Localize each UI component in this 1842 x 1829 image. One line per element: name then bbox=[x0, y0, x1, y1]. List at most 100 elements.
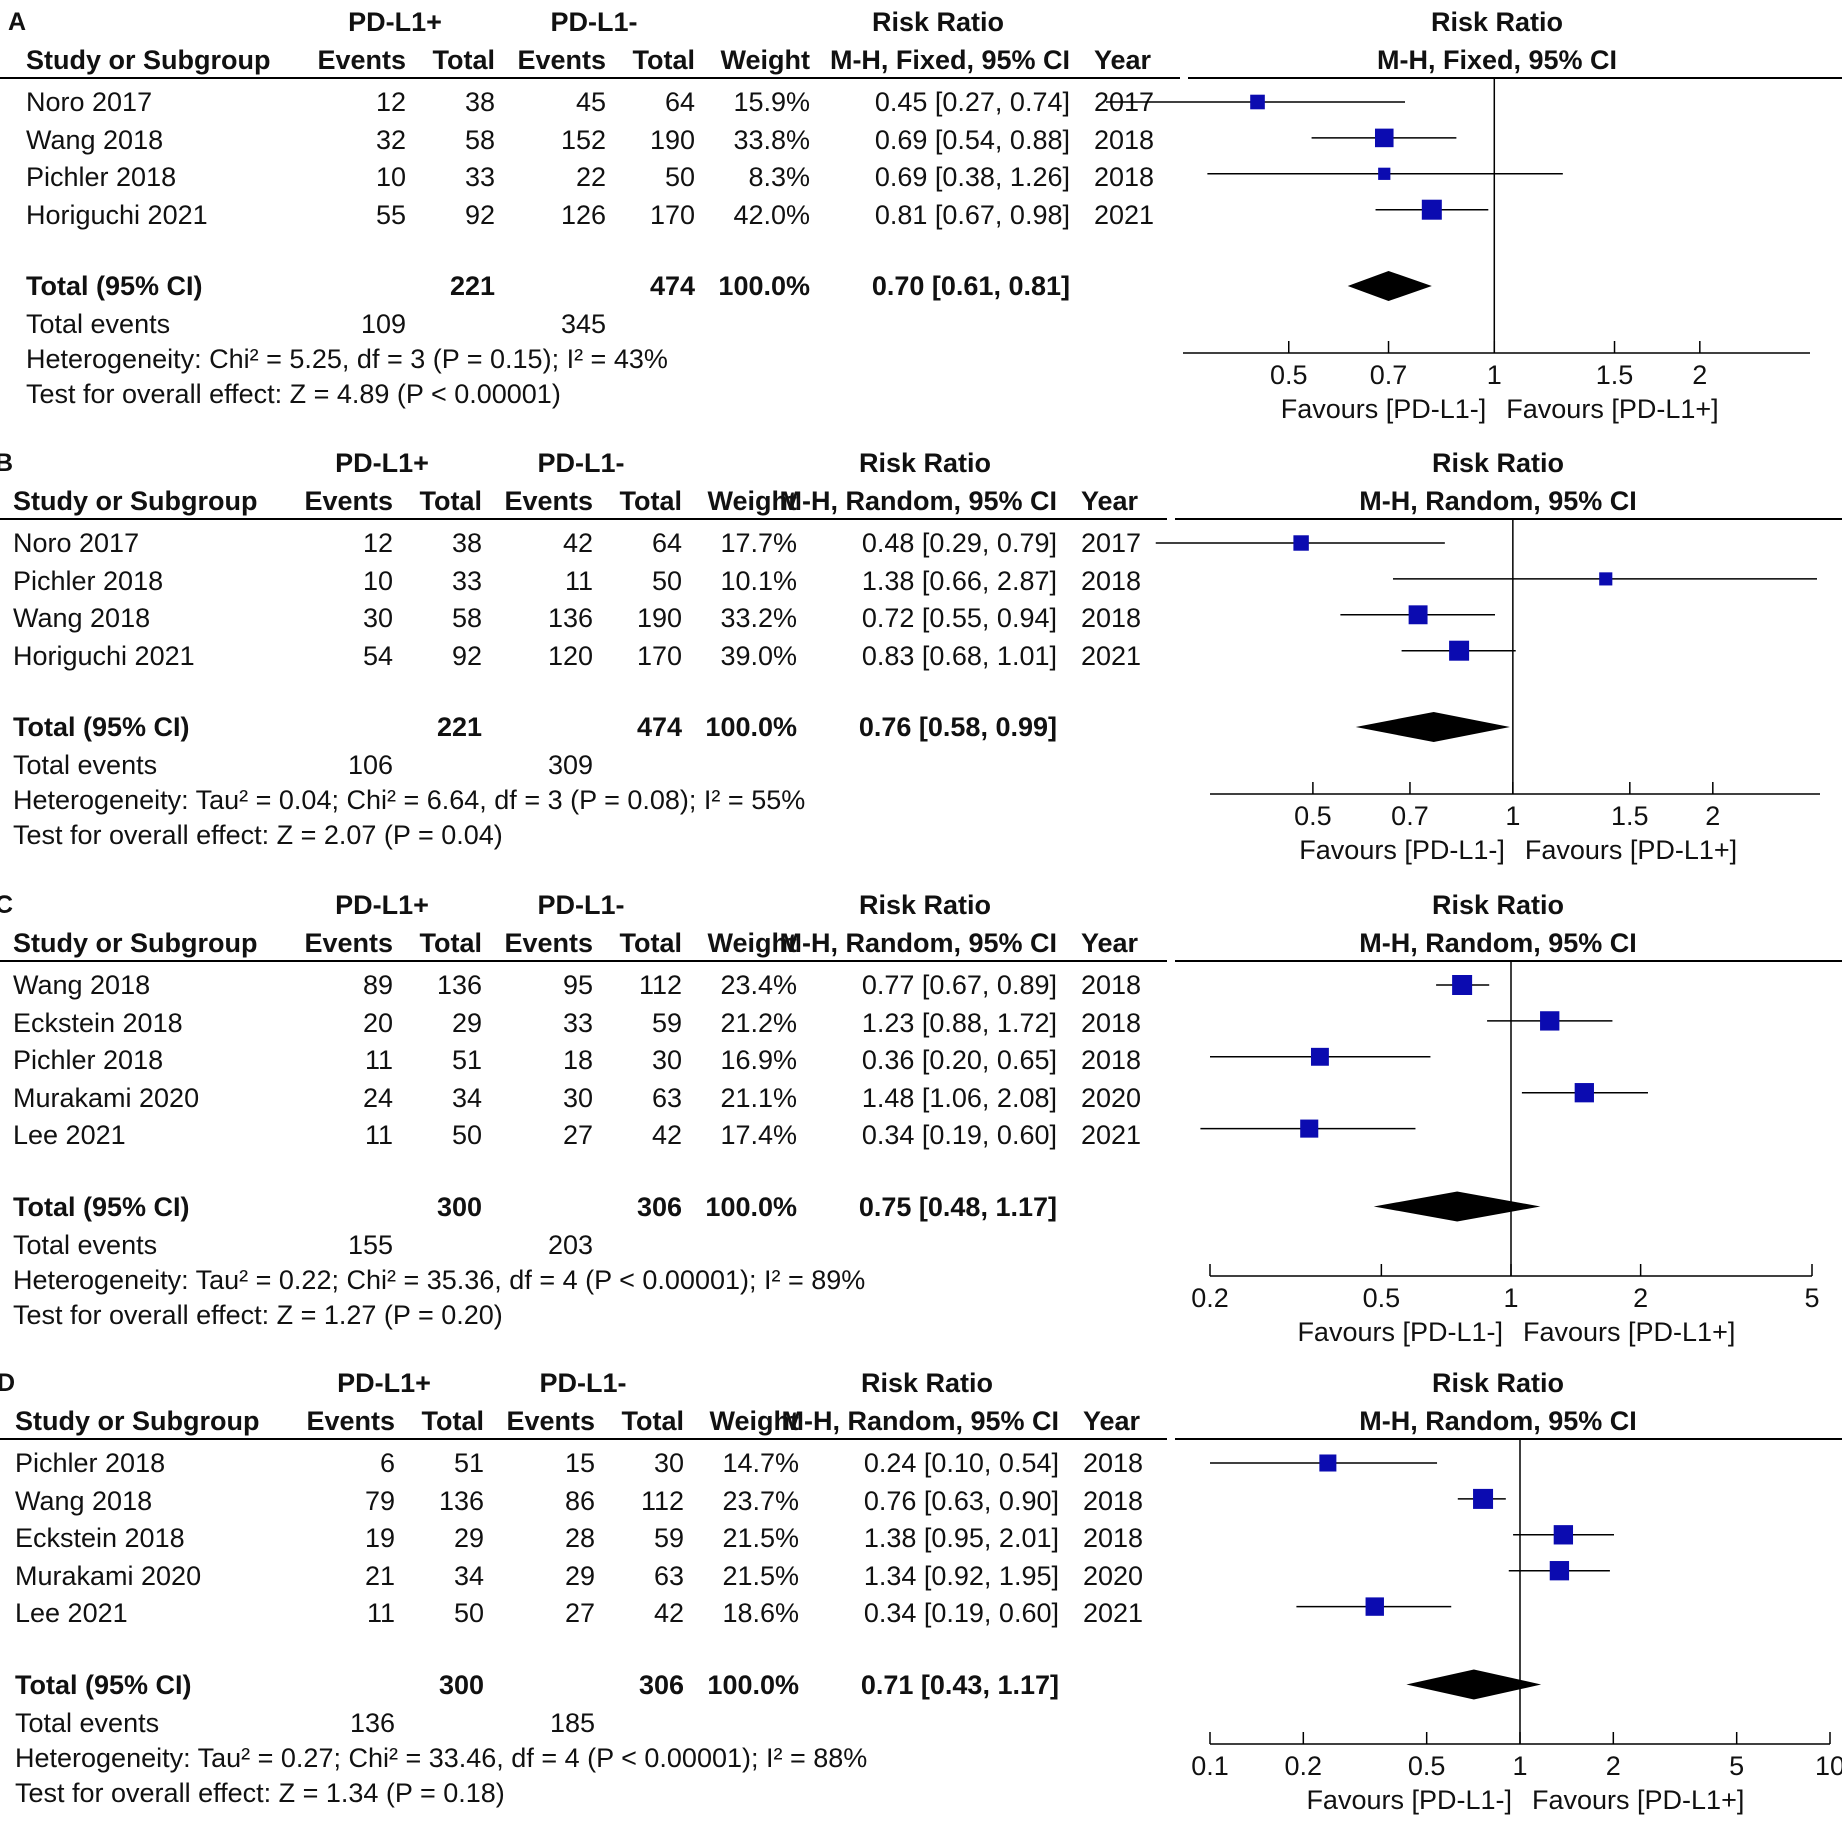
study-weight: 17.4% bbox=[720, 1120, 797, 1150]
study-point bbox=[1540, 1011, 1560, 1031]
study-weight: 10.1% bbox=[720, 565, 797, 596]
total-events-label: Total events bbox=[13, 750, 158, 780]
study-weight: 39.0% bbox=[720, 640, 797, 671]
x-tick-label: 0.5 bbox=[1294, 801, 1332, 831]
header-total-neg: Total bbox=[621, 1406, 685, 1436]
header-events-neg: Events bbox=[504, 486, 593, 516]
total-neg: 63 bbox=[651, 1082, 682, 1113]
total-events-pos: 109 bbox=[360, 309, 406, 339]
study-year: 2017 bbox=[1081, 528, 1142, 558]
study-weight: 42.0% bbox=[733, 199, 810, 230]
forest-panel-d: D PD-L1+ PD-L1- Risk Ratio Risk Ratio Study o… bbox=[0, 1361, 1842, 1829]
total-neg: 190 bbox=[636, 603, 682, 633]
events-pos: 32 bbox=[375, 124, 406, 155]
study-name: Eckstein 2018 bbox=[13, 1007, 183, 1038]
favours-right-label: Favours [PD-L1+] bbox=[1532, 1785, 1745, 1815]
study-risk-ratio: 0.24 [0.10, 0.54] bbox=[863, 1448, 1059, 1478]
header-pd-l1-negative: PD-L1- bbox=[537, 448, 625, 478]
forest-panel-a: A PD-L1+ PD-L1- Risk Ratio Risk Ratio Study o… bbox=[0, 0, 1842, 440]
study-name: Wang 2018 bbox=[13, 970, 151, 1000]
header-method: M-H, Random, 95% CI bbox=[779, 928, 1057, 958]
favours-right-label: Favours [PD-L1+] bbox=[1506, 394, 1719, 424]
x-tick-label: 1 bbox=[1505, 801, 1521, 831]
events-pos: 11 bbox=[364, 1120, 393, 1150]
study-risk-ratio: 0.34 [0.19, 0.60] bbox=[861, 1120, 1057, 1150]
study-name: Pichler 2018 bbox=[13, 1045, 164, 1075]
total-pos: 221 bbox=[436, 712, 482, 742]
study-risk-ratio: 0.81 [0.67, 0.98] bbox=[874, 199, 1070, 230]
total-neg: 59 bbox=[651, 1007, 682, 1038]
study-risk-ratio: 1.38 [0.95, 2.01] bbox=[863, 1523, 1059, 1553]
header-events-neg: Events bbox=[506, 1406, 595, 1436]
overall-effect-text: Test for overall effect: Z = 4.89 (P < 0… bbox=[26, 379, 561, 409]
total-neg: 59 bbox=[653, 1523, 684, 1553]
forest-panel-b: B PD-L1+ PD-L1- Risk Ratio Risk Ratio Study o… bbox=[0, 441, 1842, 882]
header-risk-ratio: Risk Ratio bbox=[858, 890, 992, 920]
forest-plot-area bbox=[1200, 961, 1813, 1277]
header-study: Study or Subgroup bbox=[13, 486, 258, 516]
header-events-pos: Events bbox=[304, 486, 393, 516]
header-events-pos: Events bbox=[317, 45, 406, 75]
x-tick-label: 2 bbox=[1692, 360, 1708, 390]
total-weight: 100.0% bbox=[718, 271, 810, 301]
panel-letter: A bbox=[8, 8, 27, 36]
header-study: Study or Subgroup bbox=[15, 1406, 260, 1436]
events-neg: 22 bbox=[575, 162, 606, 192]
x-tick-label: 0.5 bbox=[1269, 360, 1308, 390]
total-pos: 38 bbox=[464, 87, 495, 117]
header-underline bbox=[0, 77, 1180, 79]
x-tick-label: 1.5 bbox=[1611, 801, 1649, 831]
total-label: Total (95% CI) bbox=[15, 1669, 192, 1700]
study-risk-ratio: 0.72 [0.55, 0.94] bbox=[861, 603, 1057, 633]
study-risk-ratio: 1.34 [0.92, 1.95] bbox=[863, 1560, 1059, 1591]
study-point bbox=[1574, 1083, 1594, 1103]
header-risk-ratio: Risk Ratio bbox=[871, 7, 1005, 37]
header-year: Year bbox=[1094, 45, 1152, 75]
header-pd-l1-positive: PD-L1+ bbox=[337, 1368, 431, 1398]
total-events-label: Total events bbox=[13, 1229, 158, 1260]
x-tick-label: 0.2 bbox=[1284, 1751, 1323, 1781]
study-name: Wang 2018 bbox=[15, 1485, 153, 1516]
events-neg: 86 bbox=[564, 1485, 595, 1516]
x-tick-label: 0.1 bbox=[1191, 1751, 1229, 1781]
events-pos: 55 bbox=[375, 199, 406, 230]
header-underline bbox=[0, 960, 1167, 962]
total-risk-ratio: 0.70 [0.61, 0.81] bbox=[871, 271, 1070, 301]
header-method: M-H, Random, 95% CI bbox=[779, 486, 1057, 516]
favours-left-label: Favours [PD-L1-] bbox=[1297, 1317, 1503, 1347]
total-neg: 50 bbox=[651, 565, 682, 596]
events-pos: 79 bbox=[364, 1485, 395, 1516]
header-year: Year bbox=[1083, 1406, 1141, 1436]
events-pos: 89 bbox=[362, 970, 393, 1000]
header-pd-l1-positive: PD-L1+ bbox=[335, 890, 429, 920]
total-neg: 63 bbox=[653, 1560, 684, 1591]
total-events-neg: 309 bbox=[547, 750, 593, 780]
study-year: 2018 bbox=[1081, 970, 1142, 1000]
study-point bbox=[1473, 1488, 1494, 1509]
total-pos: 58 bbox=[451, 603, 482, 633]
study-point bbox=[1365, 1597, 1384, 1616]
events-neg: 42 bbox=[562, 528, 593, 558]
study-point bbox=[1378, 167, 1391, 180]
total-neg: 64 bbox=[664, 87, 695, 117]
header-risk-ratio-plot: Risk Ratio bbox=[1431, 448, 1565, 478]
study-risk-ratio: 0.48 [0.29, 0.79] bbox=[861, 528, 1057, 558]
total-events-neg: 345 bbox=[560, 309, 606, 339]
study-name: Murakami 2020 bbox=[15, 1560, 202, 1591]
total-events-pos: 155 bbox=[347, 1229, 393, 1260]
x-tick-label: 1 bbox=[1512, 1751, 1528, 1781]
x-tick-label: 2 bbox=[1633, 1283, 1649, 1313]
study-weight: 23.7% bbox=[722, 1485, 799, 1516]
total-pos: 34 bbox=[453, 1560, 484, 1591]
header-total-neg: Total bbox=[619, 928, 683, 958]
study-risk-ratio: 1.23 [0.88, 1.72] bbox=[861, 1007, 1057, 1038]
header-events-neg: Events bbox=[517, 45, 606, 75]
total-weight: 100.0% bbox=[705, 1191, 797, 1222]
header-risk-ratio: Risk Ratio bbox=[858, 448, 992, 478]
study-weight: 21.1% bbox=[720, 1082, 797, 1113]
total-neg: 190 bbox=[649, 124, 695, 155]
panel-letter: B bbox=[0, 449, 14, 477]
header-study: Study or Subgroup bbox=[13, 928, 258, 958]
study-risk-ratio: 0.69 [0.54, 0.88] bbox=[874, 124, 1070, 155]
study-risk-ratio: 0.83 [0.68, 1.01] bbox=[861, 640, 1057, 671]
